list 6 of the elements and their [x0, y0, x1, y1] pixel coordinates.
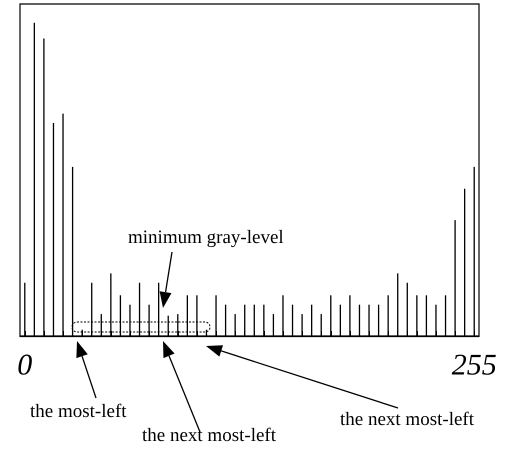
- annotation: minimum gray-level: [128, 227, 284, 248]
- text: the most-left: [30, 401, 127, 422]
- x-tick-label: 0: [17, 348, 32, 382]
- text: the next most-left: [340, 409, 474, 430]
- x-tick-label: 255: [452, 348, 497, 382]
- text: the next most-left: [142, 425, 276, 446]
